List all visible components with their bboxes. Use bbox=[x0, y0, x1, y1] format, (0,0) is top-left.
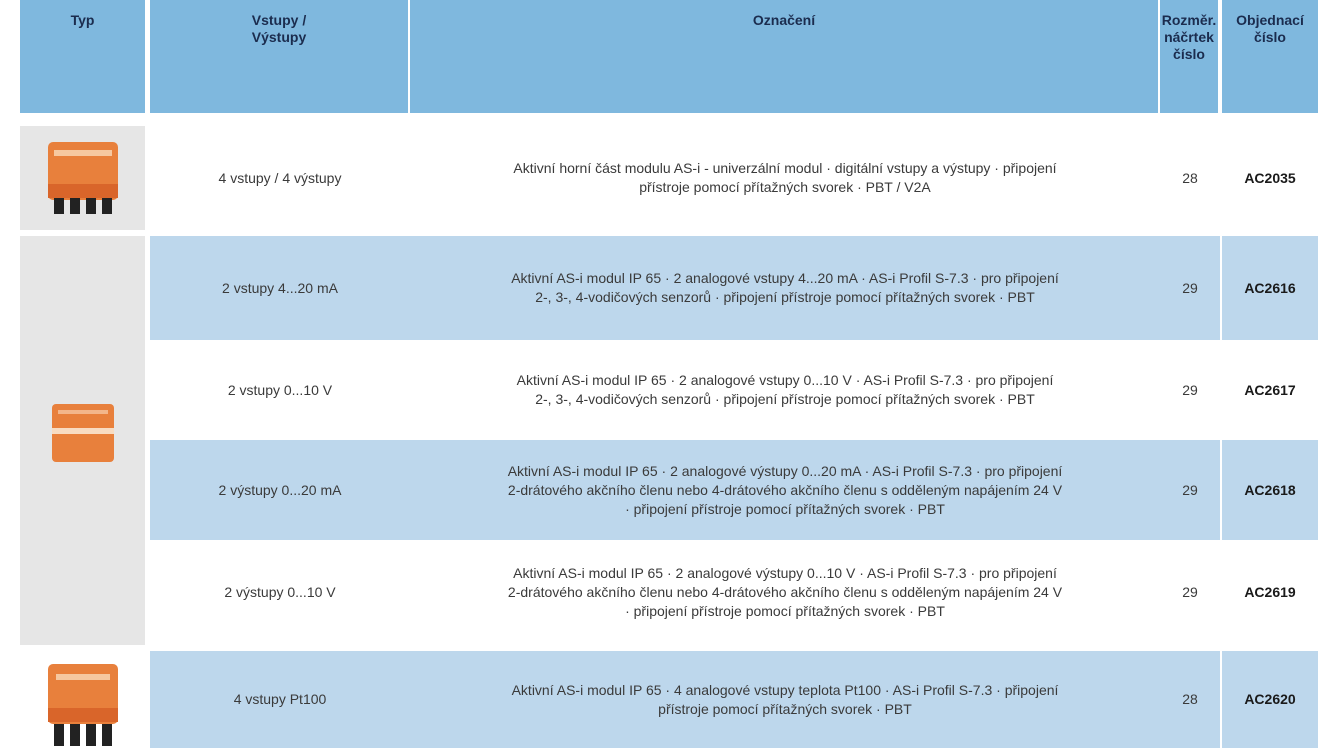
column-header: Rozměr. náčrtek číslo bbox=[1160, 0, 1218, 113]
module-image bbox=[48, 142, 118, 214]
description-cell: Aktivní AS-i modul IP 65 · 2 analogové v… bbox=[410, 236, 1160, 340]
column-header: Označení bbox=[410, 0, 1158, 113]
io-cell: 4 vstupy Pt100 bbox=[150, 651, 410, 748]
order-cell: AC2619 bbox=[1244, 584, 1296, 600]
description-cell: Aktivní AS-i modul IP 65 · 2 analogové v… bbox=[516, 372, 1054, 407]
order-cell: AC2617 bbox=[1244, 381, 1296, 398]
io-cell: 2 výstupy 0...20 mA bbox=[150, 440, 410, 540]
order-cell: AC2616 bbox=[1222, 236, 1318, 340]
io-cell: 2 vstupy 4...20 mA bbox=[150, 236, 410, 340]
column-header: Vstupy / Výstupy bbox=[150, 0, 408, 113]
description-cell: Aktivní AS-i modul IP 65 · 2 analogové v… bbox=[410, 440, 1160, 540]
io-cell: 2 vstupy 0...10 V bbox=[227, 381, 333, 398]
column-header: Objednací číslo bbox=[1222, 0, 1318, 113]
sketch-cell: 28 bbox=[1182, 169, 1198, 186]
io-cell: 4 vstupy / 4 výstupy bbox=[218, 169, 342, 186]
description-cell: Aktivní horní část modulu AS-i - univerz… bbox=[513, 160, 1057, 195]
column-header: Typ bbox=[20, 0, 145, 113]
sketch-cell: 29 bbox=[1182, 381, 1198, 398]
module-image bbox=[52, 404, 114, 462]
sketch-cell: 29 bbox=[1160, 440, 1220, 540]
sketch-cell: 28 bbox=[1160, 651, 1220, 748]
sketch-cell: 29 bbox=[1160, 236, 1220, 340]
sketch-cell: 29 bbox=[1182, 584, 1198, 600]
description-cell: Aktivní AS-i modul IP 65 · 4 analogové v… bbox=[410, 651, 1160, 748]
order-cell: AC2035 bbox=[1244, 169, 1296, 186]
order-cell: AC2618 bbox=[1222, 440, 1318, 540]
io-cell: 2 výstupy 0...10 V bbox=[224, 584, 336, 600]
module-image bbox=[48, 664, 118, 746]
order-cell: AC2620 bbox=[1222, 651, 1318, 748]
description-cell: Aktivní AS-i modul IP 65 · 2 analogové v… bbox=[507, 565, 1063, 619]
